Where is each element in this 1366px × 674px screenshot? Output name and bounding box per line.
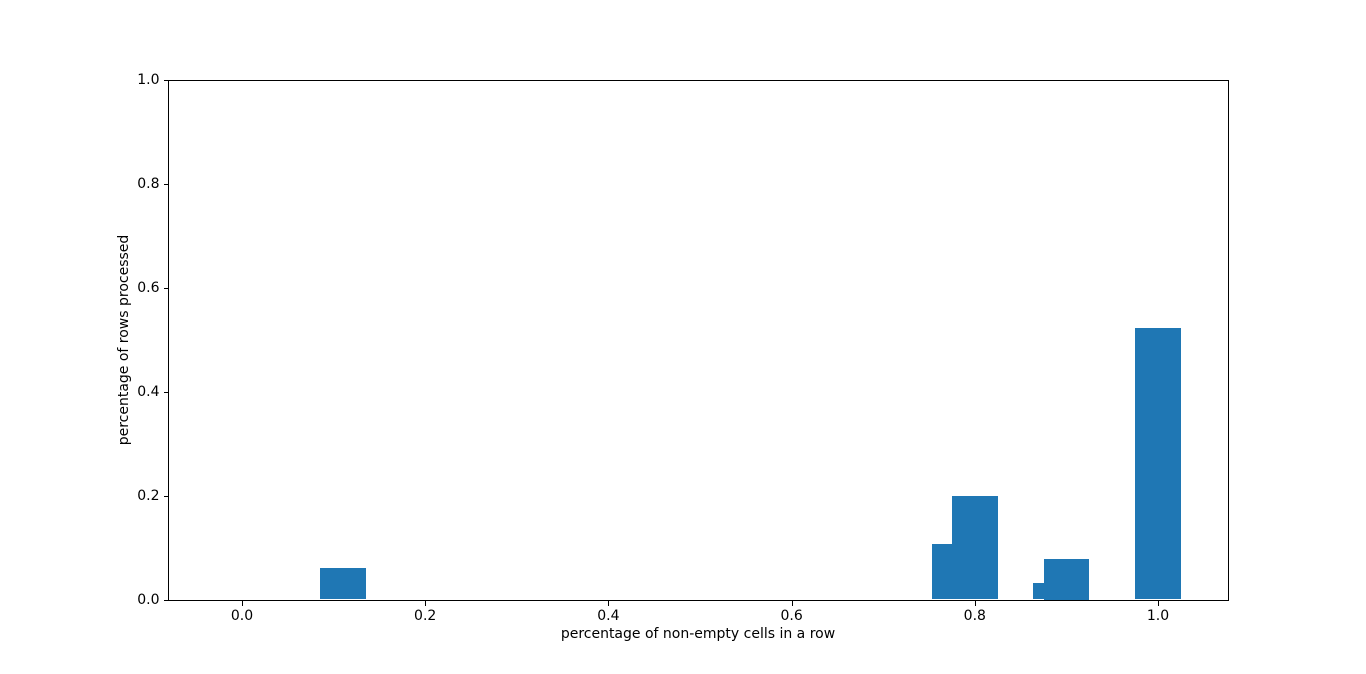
- x-tick-label: 0.2: [414, 607, 437, 624]
- y-tick-label: 0.0: [137, 591, 160, 608]
- histogram-bar: [1135, 328, 1181, 600]
- histogram-bar: [1043, 559, 1090, 600]
- x-tick-label: 0.4: [597, 607, 620, 624]
- y-tick-label: 0.4: [137, 383, 160, 400]
- histogram-bar: [951, 495, 998, 600]
- y-tick-label: 1.0: [137, 72, 160, 88]
- plot-area: [168, 80, 1229, 601]
- y-tick-label: 0.8: [137, 175, 160, 192]
- y-axis-label: percentage of rows processed: [116, 234, 132, 446]
- x-tick-mark: [791, 600, 793, 606]
- y-tick-mark: [163, 391, 169, 393]
- y-tick-mark: [163, 287, 169, 289]
- x-tick-mark: [242, 600, 243, 606]
- x-axis-label: percentage of non-empty cells in a row: [560, 626, 836, 642]
- y-tick-mark: [163, 183, 169, 185]
- y-tick-label: 0.6: [137, 279, 160, 296]
- x-tick-mark: [608, 600, 610, 606]
- x-tick-mark: [1158, 600, 1159, 606]
- y-tick-label: 0.2: [137, 487, 160, 504]
- y-tick-mark: [163, 80, 169, 81]
- x-tick-label: 0.0: [230, 607, 254, 624]
- y-tick-mark: [163, 495, 169, 497]
- x-tick-mark: [974, 600, 976, 606]
- x-tick-label: 0.8: [963, 607, 986, 624]
- x-tick-label: 0.6: [780, 607, 803, 624]
- histogram-bar: [319, 568, 366, 600]
- y-tick-mark: [163, 599, 169, 601]
- x-tick-mark: [425, 600, 427, 606]
- x-tick-label: 1.0: [1146, 607, 1170, 624]
